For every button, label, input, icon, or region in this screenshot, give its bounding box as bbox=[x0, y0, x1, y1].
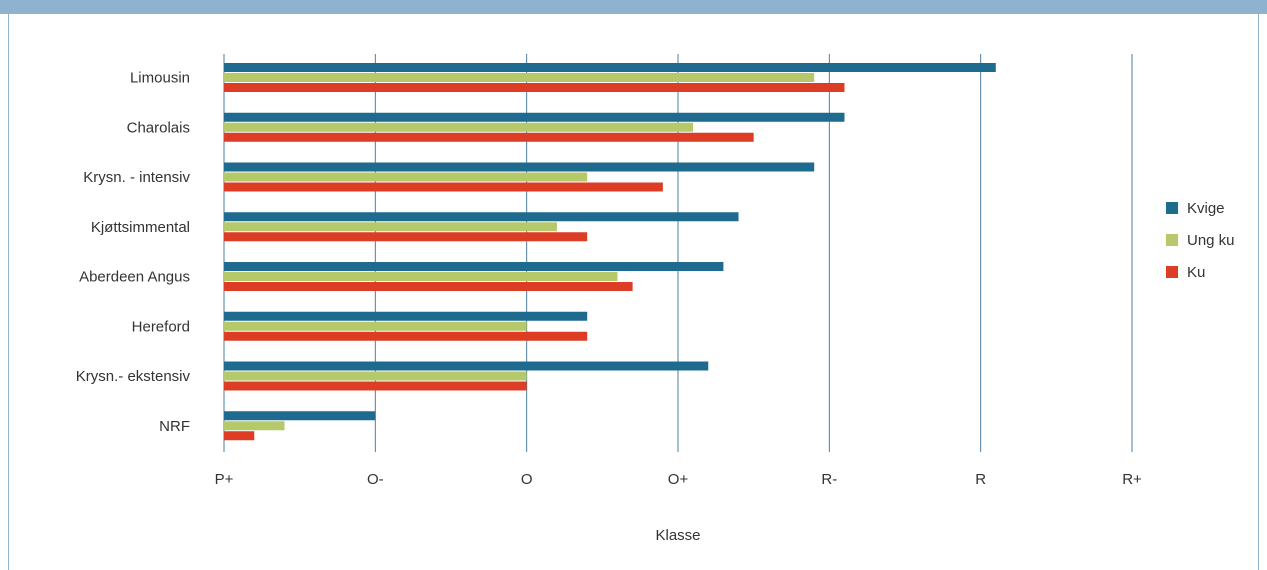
bar bbox=[224, 282, 633, 291]
bar bbox=[224, 222, 557, 232]
x-tick-labels: P+ O- O O+ R- R R+ bbox=[215, 471, 1142, 488]
bar bbox=[224, 112, 845, 122]
category-label: Limousin bbox=[130, 70, 190, 87]
legend: Kvige Ung ku Ku bbox=[1166, 200, 1235, 281]
bar bbox=[224, 331, 588, 341]
legend-swatch bbox=[1166, 234, 1178, 246]
bar bbox=[224, 132, 754, 142]
x-tick-label: P+ bbox=[215, 471, 234, 488]
x-tick-label: O- bbox=[367, 471, 384, 488]
x-tick-label: O bbox=[521, 471, 533, 488]
legend-swatch bbox=[1166, 266, 1178, 278]
category-label: Hereford bbox=[132, 318, 190, 335]
bar bbox=[224, 172, 588, 182]
chart-frame bbox=[8, 14, 1259, 570]
x-axis-title: Klasse bbox=[655, 527, 700, 544]
category-label: Aberdeen Angus bbox=[79, 269, 190, 286]
bar bbox=[224, 421, 285, 431]
bar bbox=[224, 321, 527, 331]
category-label: NRF bbox=[159, 418, 190, 435]
x-tick-label: R bbox=[975, 471, 986, 488]
bar bbox=[224, 411, 376, 421]
category-label: Krysn. - intensiv bbox=[83, 169, 190, 186]
bar bbox=[224, 371, 527, 381]
top-bar bbox=[0, 0, 1267, 14]
bar bbox=[224, 162, 815, 172]
x-tick-label: R- bbox=[821, 471, 837, 488]
category-label: Krysn.- ekstensiv bbox=[76, 368, 191, 385]
bar bbox=[224, 83, 845, 92]
legend-label: Ku bbox=[1187, 264, 1205, 281]
category-label: Charolais bbox=[127, 119, 190, 136]
bar bbox=[224, 73, 815, 82]
bar bbox=[224, 182, 663, 192]
bars bbox=[224, 63, 996, 441]
bar bbox=[224, 212, 739, 222]
x-tick-label: R+ bbox=[1122, 471, 1142, 488]
bar bbox=[224, 361, 709, 371]
legend-label: Kvige bbox=[1187, 200, 1225, 217]
bar bbox=[224, 311, 588, 321]
bar bbox=[224, 272, 618, 281]
bar bbox=[224, 381, 527, 391]
x-tick-label: O+ bbox=[668, 471, 689, 488]
bar bbox=[224, 431, 255, 441]
category-label: Kjøttsimmental bbox=[91, 219, 190, 236]
legend-label: Ung ku bbox=[1187, 232, 1235, 249]
bar bbox=[224, 63, 996, 72]
bar bbox=[224, 262, 724, 271]
bar bbox=[224, 122, 694, 132]
category-labels: Limousin Charolais Krysn. - intensiv Kjøtts… bbox=[76, 70, 191, 435]
legend-swatch bbox=[1166, 202, 1178, 214]
bar bbox=[224, 232, 588, 242]
